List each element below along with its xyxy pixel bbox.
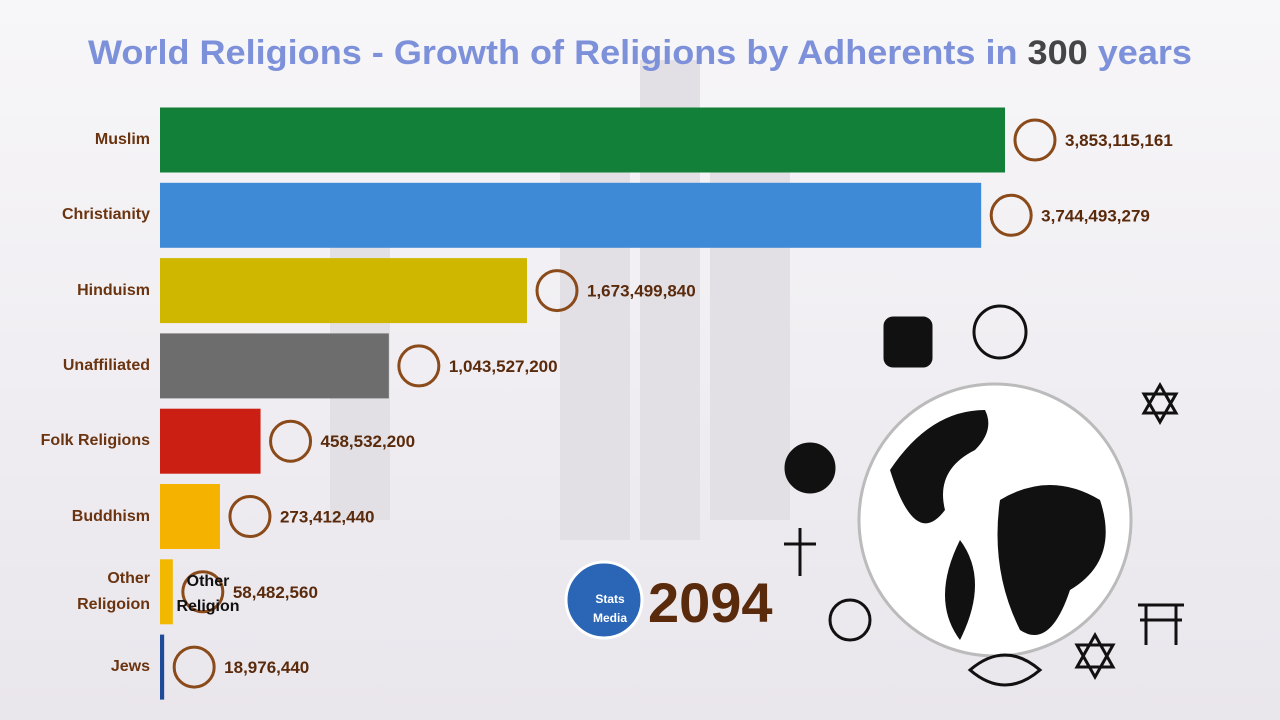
bar <box>160 484 220 549</box>
category-label: Jews <box>110 658 150 676</box>
bar <box>160 634 165 700</box>
value-label: 3,853,115,161 <box>1065 131 1173 150</box>
bar <box>160 559 173 625</box>
bar <box>160 333 389 399</box>
icon <box>397 344 441 388</box>
category-label: Other Religoion <box>77 569 150 613</box>
value-label: 3,744,493,279 <box>1041 206 1150 225</box>
logo-text: Stats <box>595 592 625 606</box>
icon <box>989 193 1033 237</box>
bar <box>160 258 528 324</box>
icon <box>181 570 225 614</box>
icon <box>269 419 313 463</box>
logo-badge <box>564 560 644 640</box>
value-label: 458,532,200 <box>321 432 416 451</box>
value-label: 58,482,560 <box>233 583 318 602</box>
decor-symbols <box>784 304 1184 687</box>
globe <box>857 382 1133 658</box>
icon <box>535 269 579 313</box>
title-part: World Religions - Growth of Religions by… <box>88 34 1028 72</box>
icon-text: Religion <box>176 598 239 615</box>
title-part: years <box>1088 34 1192 72</box>
chart-title: World Religions - Growth of Religions by… <box>88 34 1192 72</box>
category-label: Buddhism <box>71 507 150 525</box>
value-label: 1,673,499,840 <box>587 282 696 301</box>
icon <box>172 645 216 689</box>
icon-text: Other <box>187 573 230 590</box>
value-label: 1,043,527,200 <box>449 357 558 376</box>
title-part: 300 <box>1028 34 1088 72</box>
category-label: Folk Religions <box>40 432 150 450</box>
bar <box>160 107 1005 173</box>
value-label: 18,976,440 <box>224 658 309 677</box>
bar <box>160 182 982 248</box>
icon <box>1013 118 1057 162</box>
icon <box>228 495 272 538</box>
category-label: Christianity <box>61 206 150 224</box>
bar <box>160 408 261 474</box>
value-label: 273,412,440 <box>280 508 375 527</box>
logo-text: Media <box>593 611 627 625</box>
category-label: Unaffiliated <box>62 356 150 374</box>
year-label: 2094 <box>648 571 773 634</box>
category-label: Hinduism <box>77 281 150 299</box>
category-label: Muslim <box>94 131 150 148</box>
